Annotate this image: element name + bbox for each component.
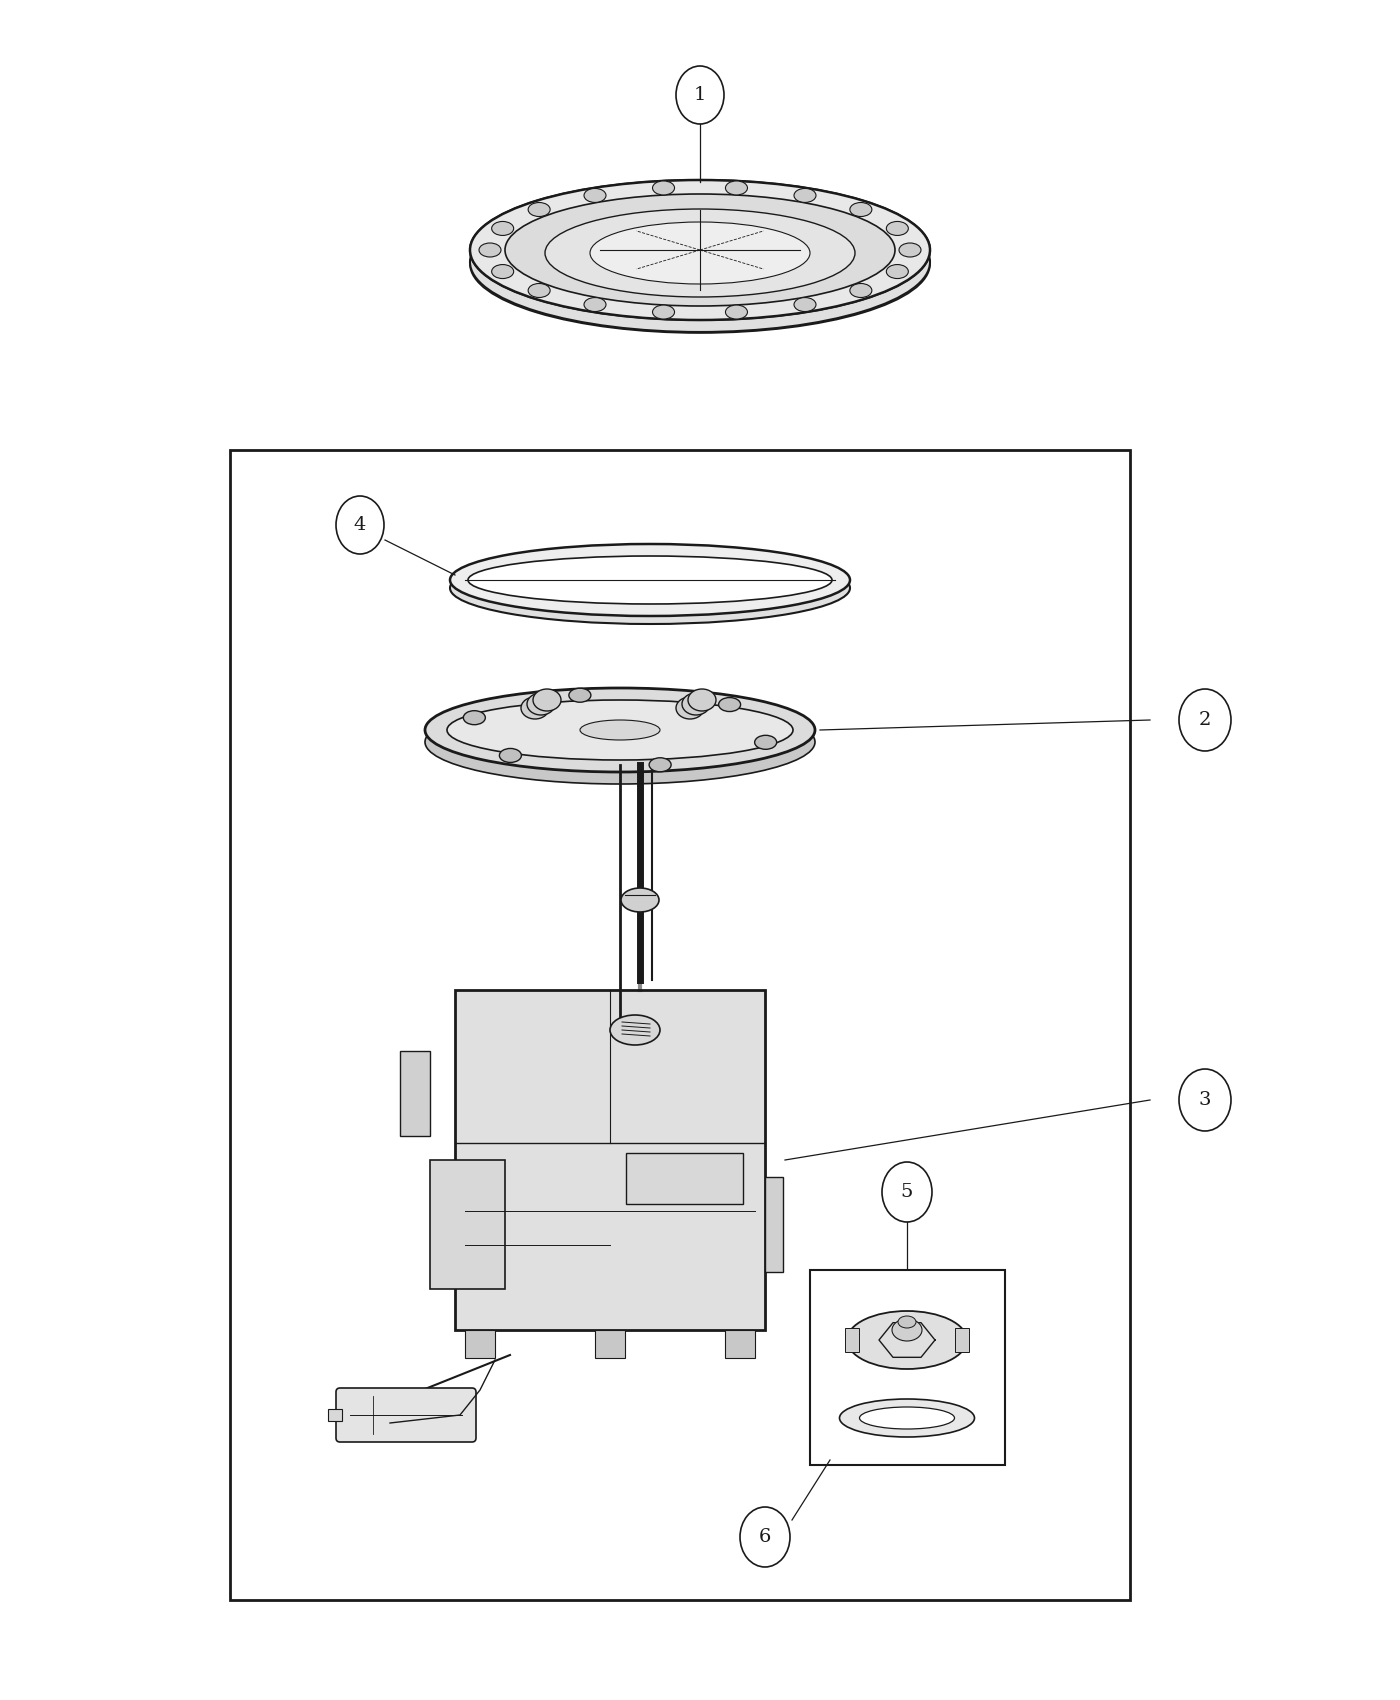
- Ellipse shape: [470, 192, 930, 332]
- Ellipse shape: [899, 243, 921, 257]
- Ellipse shape: [676, 66, 724, 124]
- FancyBboxPatch shape: [336, 1387, 476, 1442]
- Bar: [400, 1051, 430, 1136]
- Ellipse shape: [528, 284, 550, 298]
- Bar: [465, 1329, 496, 1358]
- Ellipse shape: [491, 221, 514, 236]
- Ellipse shape: [449, 552, 850, 624]
- Bar: [764, 1176, 783, 1272]
- Ellipse shape: [1179, 688, 1231, 751]
- Ellipse shape: [426, 688, 815, 772]
- Ellipse shape: [650, 758, 671, 772]
- Ellipse shape: [882, 1163, 932, 1222]
- Ellipse shape: [505, 194, 895, 306]
- Ellipse shape: [741, 1506, 790, 1567]
- Text: 3: 3: [1198, 1091, 1211, 1108]
- Ellipse shape: [725, 304, 748, 320]
- Ellipse shape: [580, 721, 659, 740]
- Ellipse shape: [336, 496, 384, 554]
- Ellipse shape: [886, 221, 909, 236]
- Ellipse shape: [892, 1319, 923, 1341]
- Bar: [455, 989, 764, 1329]
- Ellipse shape: [897, 1316, 916, 1328]
- Ellipse shape: [1179, 1069, 1231, 1130]
- Text: 5: 5: [900, 1183, 913, 1200]
- Ellipse shape: [718, 697, 741, 712]
- Ellipse shape: [479, 243, 501, 257]
- Ellipse shape: [794, 189, 816, 202]
- Ellipse shape: [652, 180, 675, 196]
- Bar: [230, 450, 1130, 1600]
- Ellipse shape: [589, 223, 811, 284]
- Ellipse shape: [426, 700, 815, 784]
- Ellipse shape: [447, 700, 792, 760]
- Ellipse shape: [840, 1399, 974, 1436]
- Text: 2: 2: [1198, 711, 1211, 729]
- Ellipse shape: [584, 189, 606, 202]
- Ellipse shape: [676, 697, 704, 719]
- Ellipse shape: [652, 304, 675, 320]
- Ellipse shape: [860, 1408, 955, 1430]
- Ellipse shape: [725, 180, 748, 196]
- Ellipse shape: [794, 298, 816, 311]
- Bar: [595, 1329, 624, 1358]
- Ellipse shape: [886, 265, 909, 279]
- Ellipse shape: [470, 196, 930, 333]
- Ellipse shape: [847, 1311, 967, 1368]
- Ellipse shape: [491, 265, 514, 279]
- Ellipse shape: [622, 887, 659, 911]
- Bar: [811, 1270, 1005, 1465]
- Ellipse shape: [687, 688, 715, 711]
- Ellipse shape: [850, 284, 872, 298]
- Ellipse shape: [528, 202, 550, 216]
- Bar: [430, 1159, 505, 1289]
- Ellipse shape: [755, 736, 777, 750]
- Ellipse shape: [500, 748, 521, 763]
- Ellipse shape: [584, 298, 606, 311]
- Bar: [328, 1409, 342, 1421]
- Ellipse shape: [468, 556, 832, 603]
- Ellipse shape: [463, 711, 486, 724]
- Bar: [626, 1153, 743, 1204]
- Ellipse shape: [568, 688, 591, 702]
- Ellipse shape: [526, 694, 554, 716]
- Text: 4: 4: [354, 517, 367, 534]
- Ellipse shape: [470, 180, 930, 320]
- Ellipse shape: [610, 1015, 659, 1046]
- Ellipse shape: [449, 544, 850, 615]
- Ellipse shape: [533, 688, 561, 711]
- Text: 1: 1: [694, 87, 706, 104]
- Ellipse shape: [850, 202, 872, 216]
- Text: 6: 6: [759, 1528, 771, 1545]
- Bar: [846, 1328, 860, 1352]
- Bar: [725, 1329, 755, 1358]
- Ellipse shape: [521, 697, 549, 719]
- Bar: [955, 1328, 969, 1352]
- Ellipse shape: [545, 209, 855, 298]
- Ellipse shape: [682, 694, 710, 716]
